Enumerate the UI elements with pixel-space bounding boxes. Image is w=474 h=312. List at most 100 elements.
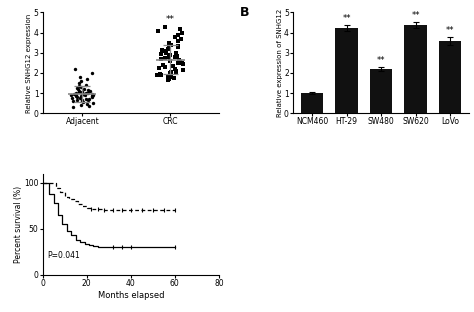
- Point: [88, 92, 95, 97]
- Point: [78, 79, 85, 84]
- Point: [80, 87, 88, 92]
- Point: [75, 84, 83, 89]
- Point: [79, 91, 87, 96]
- Point: [172, 66, 179, 71]
- Point: [84, 90, 92, 95]
- Point: [74, 87, 82, 92]
- Point: [75, 89, 83, 94]
- Text: **: **: [166, 15, 175, 24]
- X-axis label: Months elapsed: Months elapsed: [98, 290, 164, 300]
- Point: [165, 40, 173, 45]
- Point: [73, 95, 81, 100]
- Point: [77, 93, 85, 98]
- Y-axis label: Relative expression of SNHG12: Relative expression of SNHG12: [276, 9, 283, 117]
- Point: [177, 36, 184, 41]
- Point: [164, 74, 172, 79]
- Point: [80, 92, 87, 97]
- Point: [86, 88, 94, 93]
- Point: [80, 100, 87, 105]
- Point: [82, 90, 90, 95]
- Point: [69, 95, 76, 100]
- Point: [163, 50, 170, 55]
- Point: [166, 58, 173, 63]
- Point: [90, 101, 97, 106]
- Point: [171, 34, 179, 39]
- Point: [81, 93, 89, 98]
- Point: [69, 105, 76, 110]
- Point: [157, 56, 164, 61]
- Point: [72, 94, 80, 99]
- Legend: Low SNHG12 expression, High SNHG12 expression: Low SNHG12 expression, High SNHG12 expre…: [288, 180, 415, 207]
- Point: [173, 53, 181, 58]
- Point: [85, 104, 92, 109]
- Point: [162, 55, 169, 60]
- Point: [176, 59, 183, 64]
- Point: [89, 92, 96, 97]
- Text: P=0.041: P=0.041: [47, 251, 80, 260]
- Point: [170, 76, 178, 80]
- Point: [169, 63, 177, 68]
- Text: **: **: [411, 11, 420, 20]
- Point: [76, 96, 83, 101]
- Point: [88, 94, 95, 99]
- Point: [165, 45, 173, 50]
- Point: [78, 89, 86, 94]
- Point: [77, 85, 85, 90]
- Point: [171, 54, 178, 59]
- Point: [167, 70, 175, 75]
- Point: [75, 80, 83, 85]
- Point: [83, 102, 91, 107]
- Point: [85, 88, 92, 93]
- Point: [161, 24, 168, 29]
- Point: [174, 32, 182, 37]
- Point: [157, 51, 164, 56]
- Point: [82, 97, 90, 102]
- Point: [77, 103, 85, 108]
- Point: [167, 75, 175, 80]
- Point: [166, 54, 173, 59]
- Point: [179, 67, 186, 72]
- Point: [161, 48, 169, 53]
- Point: [70, 91, 78, 96]
- Text: **: **: [342, 14, 351, 23]
- Point: [69, 98, 76, 103]
- Bar: [439, 41, 461, 113]
- Point: [78, 90, 86, 95]
- Point: [162, 64, 169, 69]
- Y-axis label: Percent survival (%): Percent survival (%): [14, 186, 23, 263]
- Point: [79, 99, 86, 104]
- Text: **: **: [446, 26, 454, 35]
- Bar: [404, 25, 427, 113]
- Point: [78, 90, 85, 95]
- Point: [166, 52, 174, 57]
- Point: [164, 77, 172, 82]
- Point: [73, 98, 81, 103]
- Point: [157, 72, 165, 77]
- Point: [85, 96, 93, 101]
- Point: [84, 97, 91, 102]
- Text: **: **: [377, 56, 385, 65]
- Point: [165, 76, 173, 81]
- Point: [82, 83, 90, 88]
- Point: [76, 89, 83, 94]
- Point: [164, 46, 172, 51]
- Point: [73, 92, 80, 97]
- Point: [172, 71, 180, 76]
- Point: [68, 93, 75, 98]
- Point: [88, 71, 95, 76]
- Point: [167, 42, 175, 47]
- Point: [174, 38, 182, 43]
- Y-axis label: Relative SNHG12 expression: Relative SNHG12 expression: [26, 13, 32, 113]
- Point: [160, 62, 167, 67]
- Point: [76, 75, 84, 80]
- Point: [174, 43, 182, 48]
- Point: [89, 93, 96, 98]
- Point: [71, 66, 79, 71]
- Point: [174, 44, 182, 49]
- Point: [79, 97, 86, 102]
- Bar: [301, 93, 323, 113]
- Point: [155, 28, 162, 33]
- Point: [173, 50, 180, 55]
- Point: [155, 66, 163, 71]
- Text: B: B: [240, 7, 250, 19]
